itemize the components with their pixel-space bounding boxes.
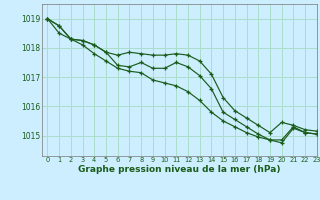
X-axis label: Graphe pression niveau de la mer (hPa): Graphe pression niveau de la mer (hPa) xyxy=(78,165,280,174)
